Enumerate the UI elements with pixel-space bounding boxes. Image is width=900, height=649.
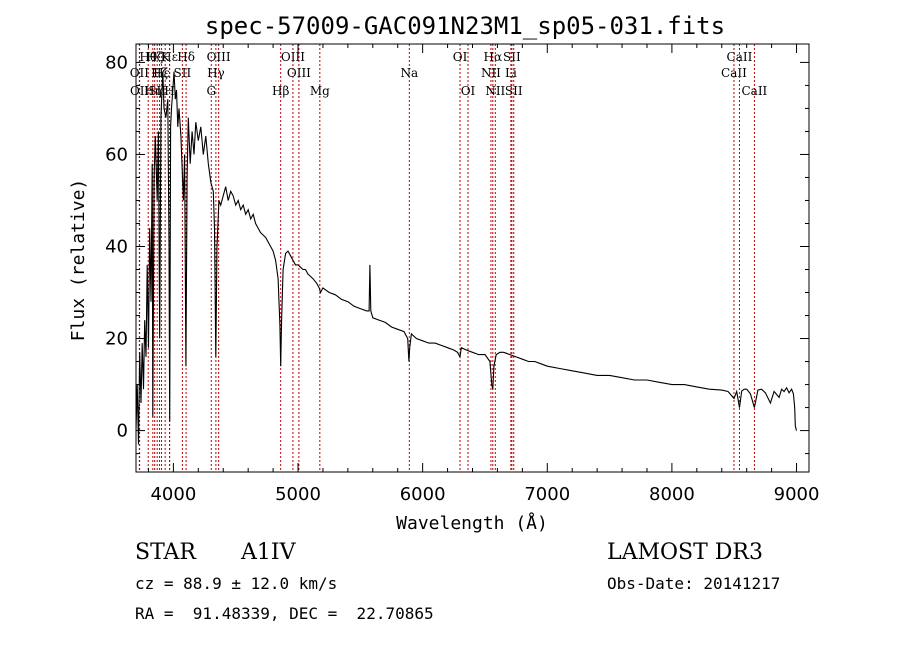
- x-tick-label-2: 6000: [400, 484, 446, 505]
- spectral-line-label-26: CaII: [741, 84, 767, 98]
- coordinates-text: RA = 91.48339, DEC = 22.70865: [135, 604, 434, 623]
- survey-name: LAMOST DR3: [607, 540, 763, 565]
- spectral-line-label-24: SII: [505, 84, 523, 98]
- spectral-line-label-31: Hε: [153, 66, 170, 80]
- spectral-line-label-30: Hζ: [146, 50, 163, 64]
- spectral-line-label-9: OIII: [207, 50, 231, 64]
- y-tick-label-1: 20: [105, 329, 128, 350]
- flux-series-line: [135, 71, 798, 445]
- x-tick-label-4: 8000: [649, 484, 695, 505]
- x-tick-label-5: 9000: [774, 484, 820, 505]
- spectral-line-label-12: K: [161, 50, 171, 64]
- x-tick-label-0: 4000: [150, 484, 196, 505]
- spectral-line-label-5: CaII: [721, 66, 747, 80]
- spectral-line-label-11: SII: [503, 50, 521, 64]
- spectral-line-label-2: OIII: [281, 50, 305, 64]
- y-tick-label-3: 60: [105, 144, 128, 165]
- spectral-line-label-8: Hθ: [139, 50, 157, 64]
- x-tick-label-1: 5000: [275, 484, 321, 505]
- spectral-line-label-16: SII: [174, 66, 192, 80]
- object-subclass: A1IV: [241, 540, 296, 565]
- spectral-line-label-28: OII: [130, 84, 150, 98]
- spectral-line-label-18: NII: [485, 84, 505, 98]
- spectral-line-label-10: Mg: [310, 84, 330, 98]
- spectral-line-label-15: OIII: [287, 66, 311, 80]
- x-tick-label-3: 7000: [524, 484, 570, 505]
- plot-frame: [135, 43, 810, 473]
- spectral-line-label-17: OI: [453, 50, 468, 64]
- spectral-line-label-25: OI: [461, 84, 476, 98]
- chart-title: spec-57009-GAC091N23M1_sp05-031.fits: [205, 12, 725, 40]
- spectral-line-label-22: Li: [505, 66, 517, 80]
- y-axis-label: Flux (relative): [68, 179, 89, 342]
- spectral-line-label-23: NII: [481, 66, 501, 80]
- x-axis-label: Wavelength (Å): [396, 512, 548, 534]
- redshift-text: cz = 88.9 ± 12.0 km/s: [135, 574, 338, 593]
- axis-ticks: 4000 5000 6000 7000 8000 9000 0 20 40 60 80: [105, 44, 819, 505]
- y-tick-label-4: 80: [105, 52, 128, 73]
- y-tick-label-2: 40: [105, 236, 128, 257]
- spectral-line-label-6: Hα: [484, 50, 503, 64]
- spectral-line-label-0: Hβ: [272, 84, 289, 98]
- spectral-line-label-3: Hδ: [177, 50, 195, 64]
- obs-date-text: Obs-Date: 20141217: [607, 574, 781, 593]
- spectral-line-label-21: H: [164, 84, 174, 98]
- spectral-line-label-13: Hγ: [207, 66, 225, 80]
- spectral-line-label-7: Hη: [144, 84, 162, 98]
- object-class: STAR: [135, 540, 196, 565]
- spectral-line-label-14: Na: [400, 66, 418, 80]
- spectral-line-label-19: CaII: [727, 50, 753, 64]
- spectral-line-label-20: G: [206, 84, 216, 98]
- y-tick-label-0: 0: [117, 421, 128, 442]
- spectral-line-label-29: Hζ: [151, 66, 168, 80]
